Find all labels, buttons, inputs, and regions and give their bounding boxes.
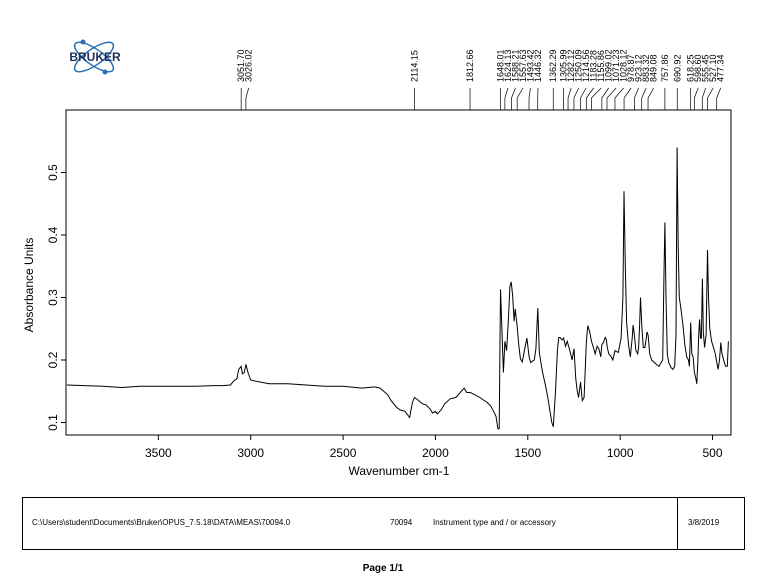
x-tick-label: 2000 [422, 446, 449, 460]
logo-orbit-1-icon [73, 41, 115, 73]
peak-label: 1183.28 [589, 50, 599, 82]
peak-label: 883.32 [641, 54, 651, 82]
footer-info-box: C:\Users\student\Documents\Bruker\OPUS_7… [22, 497, 745, 550]
peak-leader-line [567, 87, 572, 110]
peak-leader-line [580, 87, 587, 110]
peak-label: 477.34 [716, 54, 726, 82]
plot-frame [65, 109, 732, 436]
footer-file-path: C:\Users\student\Documents\Bruker\OPUS_7… [32, 518, 291, 527]
x-tick-label: 500 [703, 446, 723, 460]
spectrum-line [66, 147, 729, 430]
peak-label: 1812.66 [465, 49, 475, 82]
peak-leader-line [641, 87, 647, 110]
peak-leader-line [647, 87, 654, 110]
peak-label: 3026.02 [244, 49, 254, 82]
peak-leader-line [707, 87, 714, 110]
peak-label: 1214.56 [581, 49, 591, 82]
peak-label: 3051.70 [236, 49, 246, 82]
peak-label: 1155.86 [596, 50, 606, 82]
y-axis-label: Absorbance Units [22, 238, 36, 333]
y-tick-label: 0.5 [46, 164, 60, 181]
peak-leader-line [516, 87, 524, 110]
peak-leader-line [634, 87, 639, 110]
peak-leader-line [701, 87, 707, 110]
peak-label: 1282.12 [566, 49, 576, 82]
peak-leader-line [623, 87, 632, 110]
logo-text: BRUKER [69, 50, 121, 64]
peak-label: 527.10 [708, 54, 718, 82]
x-tick-label: 3000 [237, 446, 264, 460]
plot-border [65, 109, 732, 436]
x-tick-label: 2500 [330, 446, 357, 460]
bruker-logo: BRUKER [69, 39, 121, 75]
logo-electron-2-icon [102, 69, 108, 75]
peak-leader-line [693, 87, 699, 110]
y-tick-label: 0.1 [46, 414, 60, 431]
peak-label: 1648.01 [495, 49, 505, 82]
peak-label: 1624.13 [503, 49, 513, 82]
peak-label: 978.87 [626, 54, 636, 82]
peak-leader-line [504, 87, 509, 110]
peak-label: 923.12 [634, 54, 644, 82]
footer-divider [677, 498, 678, 549]
y-tick-label: 0.3 [46, 289, 60, 306]
peak-label: 690.92 [672, 54, 682, 82]
footer-instrument: Instrument type and / or accessory [433, 518, 556, 527]
peak-label: 1250.09 [574, 49, 584, 82]
peak-label: 1099.02 [604, 49, 614, 82]
peak-label: 1493.42 [525, 49, 535, 82]
peak-leader-line [606, 87, 617, 110]
peak-leader-line [511, 87, 516, 110]
y-tick-label: 0.4 [46, 226, 60, 243]
peak-leader-line [573, 87, 579, 110]
x-tick-label: 1500 [514, 446, 541, 460]
footer-date: 3/8/2019 [688, 518, 720, 527]
peak-label: 849.08 [649, 54, 659, 82]
x-tick-label: 3500 [145, 446, 172, 460]
peak-leader-line [528, 87, 531, 110]
peak-leader-line [591, 87, 602, 110]
x-tick-label: 1000 [607, 446, 634, 460]
peak-label: 1071.23 [611, 49, 621, 82]
peak-label: 1028.12 [619, 49, 629, 82]
x-axis-label: Wavenumber cm-1 [349, 464, 450, 478]
peak-label: 757.86 [660, 54, 670, 82]
peak-label: 598.60 [693, 54, 703, 82]
logo-orbit-2-icon [73, 41, 115, 73]
page-number: Page 1/1 [362, 563, 404, 574]
footer-sample-id: 70094 [390, 518, 413, 527]
peak-label: 1305.99 [559, 49, 569, 82]
y-tick-label: 0.2 [46, 351, 60, 368]
peak-label: 618.25 [686, 54, 696, 82]
peak-label: 1446.32 [533, 49, 543, 82]
peak-label: 1588.21 [510, 49, 520, 82]
peak-leader-line [585, 87, 594, 110]
peak-label: 555.45 [701, 54, 711, 82]
peak-label: 1557.63 [518, 49, 528, 82]
peak-leader-line [245, 87, 250, 110]
logo-electron-1-icon [80, 39, 86, 45]
peak-leader-line [601, 87, 609, 110]
peak-label: 2114.15 [409, 50, 419, 82]
peak-leader-line [716, 87, 722, 110]
peak-label: 1362.29 [548, 49, 558, 82]
axes: 3500 3000 2500 2000 1500 1000 500 0.1 0.2 0.3 0.4 0… [46, 164, 723, 460]
peak-leader-line [614, 87, 624, 110]
